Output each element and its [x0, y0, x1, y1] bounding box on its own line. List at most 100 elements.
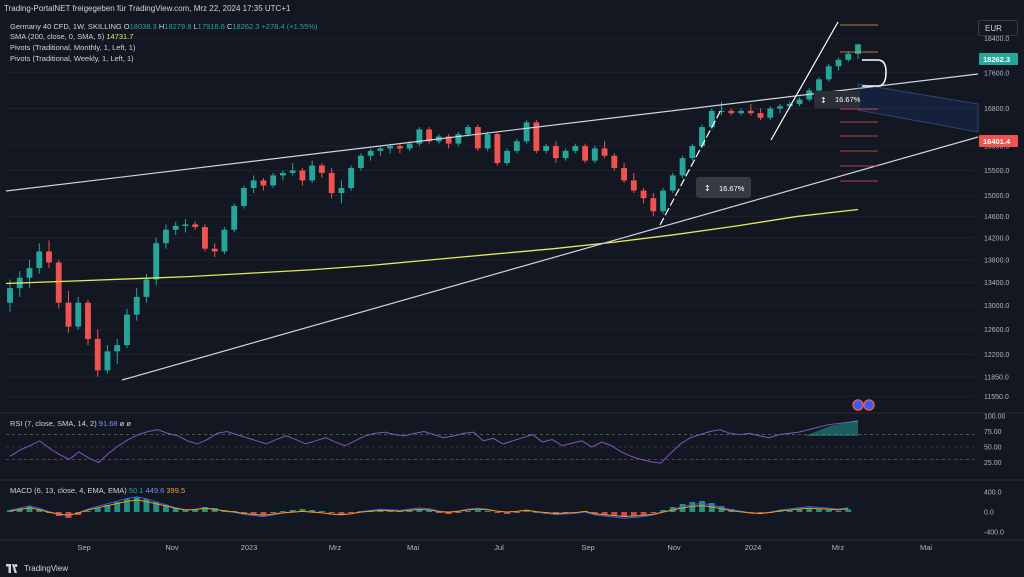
candle-body [650, 198, 657, 212]
indicator-sma[interactable]: SMA (200, close, 0, SMA, 5) 14731.7 [10, 32, 133, 42]
price-tick-label: 12600.0 [984, 327, 1009, 334]
candle-body [182, 224, 189, 226]
time-tick-label: Mrz [832, 543, 845, 552]
high-label: H [158, 22, 165, 31]
candle-body [299, 170, 306, 181]
current-price-tag [979, 53, 1018, 65]
candle-body [55, 262, 62, 303]
macd-histogram-bar [348, 512, 355, 513]
macd-tick-label: -400.0 [984, 530, 1004, 537]
price-tick-label: 18400.0 [984, 36, 1009, 43]
measure-icon: ↕ [704, 184, 711, 193]
candle-body [640, 190, 647, 199]
macd-histogram-bar [689, 502, 696, 512]
macd-histogram-bar [650, 512, 657, 513]
rsi-legend[interactable]: RSI (7, close, SMA, 14, 2) 91.68 ø ø [10, 419, 131, 428]
macd-legend[interactable]: MACD (6, 13, close, 4, EMA, EMA) 50.1 44… [10, 486, 185, 495]
candle-body [728, 110, 735, 114]
candle-body [153, 243, 160, 280]
macd-histogram-bar [825, 510, 832, 512]
candle-body [26, 268, 33, 278]
macd-histogram-bar [699, 501, 705, 512]
indicator-pivots-monthly[interactable]: Pivots (Traditional, Monthly, 1, Left, 1… [10, 43, 136, 52]
macd-line [9, 496, 849, 519]
candle-body [357, 155, 364, 168]
macd-hist-value: 50.1 [128, 486, 144, 495]
candle-body [260, 180, 267, 186]
candle-body [621, 167, 627, 181]
candle-body [504, 150, 511, 164]
measure-box-top [814, 91, 860, 108]
rsi-value: 91.68 [98, 419, 118, 428]
macd-histogram-bar [474, 510, 481, 512]
candle-body [426, 129, 433, 142]
tradingview-icon [6, 564, 18, 573]
macd-histogram-bar [484, 511, 491, 512]
candle-body [289, 170, 296, 173]
candle-body [241, 188, 247, 206]
macd-histogram-bar [133, 497, 140, 512]
candle-body [377, 148, 384, 151]
time-tick-label: Nov [165, 543, 179, 552]
candle-body [835, 59, 842, 67]
rally-line-2 [770, 21, 839, 141]
macd-histogram-bar [26, 506, 33, 512]
open-value: 18038.3 [129, 22, 157, 31]
candle-body [338, 188, 345, 194]
macd-histogram-bar [786, 510, 793, 512]
macd-histogram-bar [660, 510, 666, 512]
candle-body [455, 134, 462, 144]
price-tick-label: 16000.0 [984, 144, 1009, 151]
macd-histogram-bar [289, 510, 296, 512]
currency-button[interactable]: EUR [978, 20, 1018, 36]
candle-body [36, 251, 43, 269]
rally-line-1 [659, 107, 723, 226]
candle-body [786, 103, 793, 107]
candle-body [552, 146, 559, 159]
candle-body [679, 158, 686, 176]
time-tick-label: Nov [667, 543, 681, 552]
candle-body [172, 225, 179, 230]
projection-band [857, 83, 979, 133]
level-price-tag [979, 135, 1018, 147]
rsi-extra: ø ø [119, 419, 131, 428]
tradingview-logo[interactable]: TradingView [6, 564, 68, 573]
candle-body [221, 229, 228, 252]
macd-histogram-bar [640, 512, 647, 515]
price-tick-label: 12200.0 [984, 352, 1009, 359]
price-tick-label: 13800.0 [984, 257, 1009, 264]
candle-body [348, 167, 355, 189]
candle-body [231, 205, 238, 230]
candle-body [65, 302, 72, 327]
candle-body [328, 172, 335, 194]
symbol-line: Germany 40 CFD, 1W, SKILLING O18038.3 H1… [10, 22, 317, 32]
bracket-shape [862, 59, 887, 87]
price-tick-label: 11850.0 [984, 374, 1009, 381]
rsi-tick-label: 100.00 [984, 414, 1006, 421]
rsi-pane: 100.00 75.00 50.00 25.00 [6, 414, 1006, 467]
candle-body [816, 79, 822, 91]
candle-body [562, 150, 569, 159]
sma-200-line [5, 208, 859, 285]
open-label: O [123, 22, 130, 31]
candle-body [523, 122, 530, 142]
candle-body [591, 148, 598, 161]
rsi-line [9, 420, 859, 464]
candle-body [46, 251, 52, 263]
price-tick-label: 13400.0 [984, 280, 1009, 287]
rsi-tick-label: 50.00 [984, 445, 1002, 452]
macd-histogram-bar [416, 509, 423, 512]
candle-body [543, 146, 550, 151]
candle-body [747, 110, 754, 114]
candle-body [738, 110, 744, 114]
macd-histogram-bar [845, 509, 852, 512]
symbol-name[interactable]: Germany 40 CFD, 1W, SKILLING [10, 22, 122, 31]
indicator-pivots-weekly[interactable]: Pivots (Traditional, Weekly, 1, Left, 1) [10, 54, 134, 63]
macd-histogram-bar [270, 512, 277, 513]
candle-body [114, 345, 121, 352]
candle-body [806, 90, 813, 100]
macd-histogram-bar [124, 499, 130, 512]
macd-histogram-bar [114, 502, 121, 512]
candle-body [192, 224, 199, 228]
